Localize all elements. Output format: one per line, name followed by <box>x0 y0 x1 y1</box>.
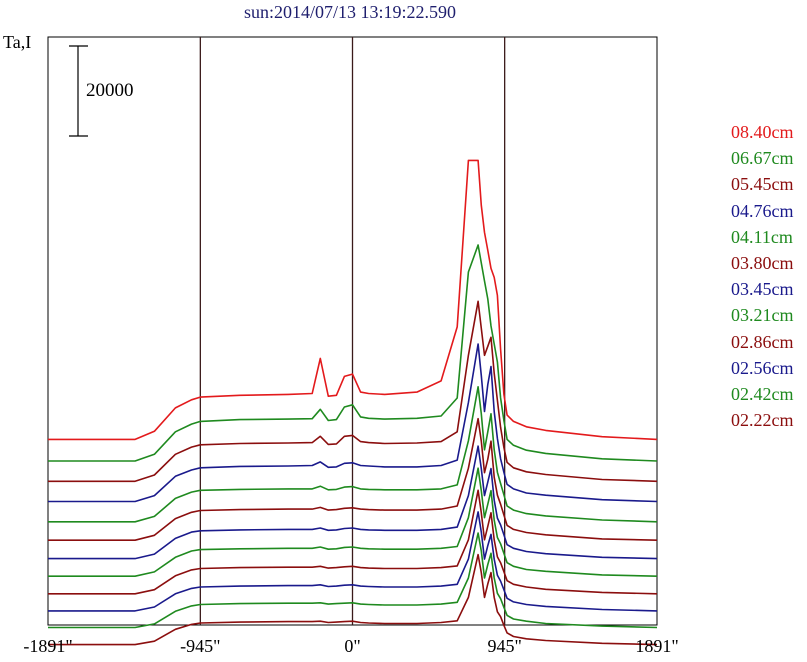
chart-title: sun:2014/07/13 13:19:22.590 <box>243 2 456 22</box>
series-line-02.22cm <box>48 553 658 646</box>
series-line-08.40cm <box>48 159 658 441</box>
series-line-02.86cm <box>48 489 658 595</box>
legend-item: 02.42cm <box>731 383 794 404</box>
scale-bar <box>69 45 88 137</box>
legend-item: 03.45cm <box>731 279 794 300</box>
series-line-03.80cm <box>48 417 658 541</box>
series-line-05.45cm <box>48 300 658 483</box>
x-tick-label: -945" <box>180 636 221 656</box>
series-layer <box>48 159 658 646</box>
series-line-02.56cm <box>48 511 658 612</box>
x-tick-label: 0" <box>344 636 361 656</box>
legend-item: 04.11cm <box>731 226 793 247</box>
legend-item: 02.22cm <box>731 410 794 431</box>
series-line-03.45cm <box>48 445 658 560</box>
legend-item: 02.86cm <box>731 331 794 352</box>
legend-item: 03.21cm <box>731 305 794 326</box>
legend-item: 06.67cm <box>731 148 794 169</box>
x-tick-label: 945" <box>487 636 522 656</box>
scale-bar-label: 20000 <box>86 80 134 101</box>
series-line-04.11cm <box>48 386 658 523</box>
series-line-03.21cm <box>48 467 658 577</box>
x-tick-label: 1891" <box>635 636 679 656</box>
legend-item: 05.45cm <box>731 174 794 195</box>
series-line-02.42cm <box>48 532 658 629</box>
legend-item: 08.40cm <box>731 122 794 142</box>
y-axis-label: Ta,I <box>3 32 32 52</box>
series-line-04.76cm <box>48 343 658 503</box>
legend-item: 04.76cm <box>731 200 794 221</box>
legend: 08.40cm 06.67cm 05.45cm 04.76cm 04.11cm 03.80… <box>731 119 794 433</box>
x-tick-label: -1891" <box>23 636 73 656</box>
series-line-06.67cm <box>48 244 658 462</box>
legend-item: 03.80cm <box>731 252 794 273</box>
legend-item: 02.56cm <box>731 357 794 378</box>
vertical-reference-lines <box>199 37 506 625</box>
